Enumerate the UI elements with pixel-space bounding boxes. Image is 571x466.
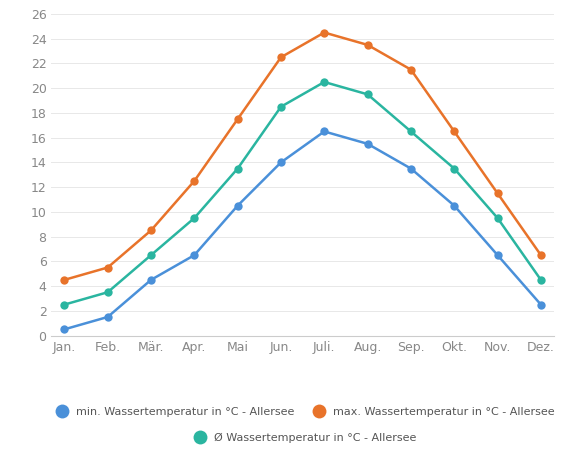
Legend: Ø Wassertemperatur in °C - Allersee: Ø Wassertemperatur in °C - Allersee bbox=[184, 428, 421, 447]
